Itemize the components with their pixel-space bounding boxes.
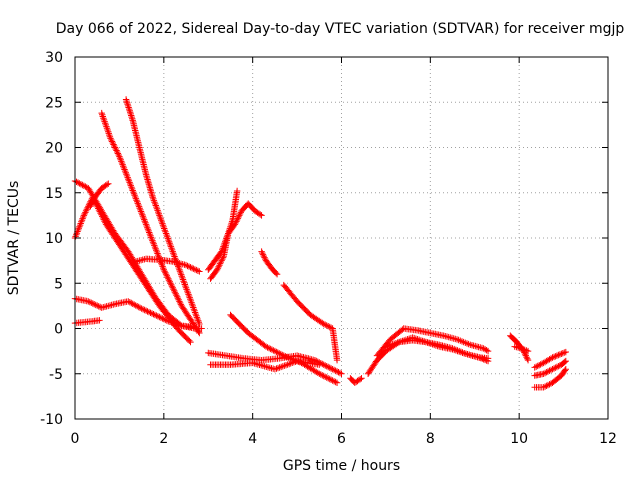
- series-markers: [122, 96, 203, 328]
- series-s3: [71, 295, 194, 330]
- series-s24: [531, 366, 570, 391]
- series-markers: [531, 366, 570, 391]
- series-markers: [98, 109, 203, 337]
- series-s8: [129, 255, 203, 275]
- series-s16: [347, 375, 365, 386]
- series-markers: [531, 348, 570, 371]
- series-markers: [205, 200, 265, 273]
- x-tick-label: 12: [599, 431, 617, 447]
- y-tick-label: 5: [54, 276, 63, 292]
- series-markers: [511, 343, 532, 355]
- x-tick-label: 2: [159, 431, 168, 447]
- series-s9: [207, 187, 241, 282]
- grid-lines: [75, 57, 608, 419]
- y-tick-label: 15: [45, 186, 63, 202]
- x-tick-label: 8: [426, 431, 435, 447]
- series-s22: [531, 348, 570, 371]
- y-tick-label: -10: [40, 412, 63, 428]
- series-s6: [98, 109, 203, 337]
- y-tick-label: 20: [45, 141, 63, 157]
- series-markers: [207, 357, 323, 373]
- y-tick-label: 30: [45, 50, 63, 66]
- y-tick-label: -5: [49, 367, 63, 383]
- series-markers: [71, 295, 194, 330]
- y-tick-label: 10: [45, 231, 63, 247]
- data-series: [71, 96, 570, 391]
- series-s4: [71, 317, 103, 327]
- series-s10: [205, 200, 265, 273]
- series-s15: [207, 357, 323, 373]
- x-tick-label: 6: [337, 431, 346, 447]
- series-markers: [258, 248, 281, 278]
- series-markers: [347, 375, 365, 386]
- y-axis-label: SDTVAR / TECUs: [6, 181, 22, 296]
- series-markers: [280, 281, 341, 364]
- series-markers: [87, 180, 112, 210]
- y-tick-label: 0: [54, 322, 63, 338]
- series-s12: [280, 281, 341, 364]
- series-s19: [382, 337, 492, 365]
- series-markers: [129, 255, 203, 275]
- series-markers: [71, 317, 103, 327]
- series-s5: [87, 180, 112, 210]
- series-s7: [122, 96, 203, 328]
- y-axis-ticks: -10 -5 0 5 10 15 20 25 30: [40, 50, 608, 428]
- x-axis-ticks: 0 2 4 6 8 10 12: [71, 57, 617, 447]
- series-s21: [511, 343, 532, 355]
- series-markers: [382, 337, 492, 365]
- series-markers: [531, 357, 570, 379]
- x-tick-label: 4: [248, 431, 257, 447]
- x-axis-label: GPS time / hours: [283, 458, 400, 474]
- x-tick-label: 0: [71, 431, 80, 447]
- series-s11: [258, 248, 281, 278]
- series-s23: [531, 357, 570, 379]
- series-markers: [207, 187, 241, 282]
- chart-title: Day 066 of 2022, Sidereal Day-to-day VTE…: [56, 21, 625, 37]
- y-tick-label: 25: [45, 95, 63, 111]
- x-tick-label: 10: [510, 431, 528, 447]
